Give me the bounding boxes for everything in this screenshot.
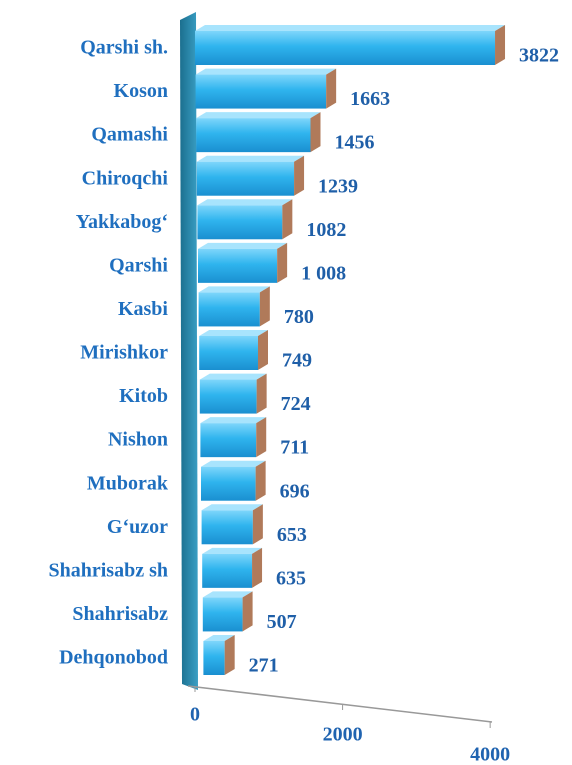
y-tick-label: Shahrisabz sh [49,559,169,581]
bar-top [197,199,293,206]
x-tick-label: 2000 [323,724,363,746]
value-label: 1 008 [301,262,346,284]
value-label: 1239 [318,175,358,197]
y-tick-label: Mirishkor [80,342,168,364]
bar-end [252,504,263,545]
bar-top [201,504,263,511]
bar-end [310,112,321,153]
y-tick-label: Qarshi [109,254,168,276]
value-label: 507 [267,611,297,633]
bar-top [196,112,321,119]
bar-top [195,25,506,31]
y-tick-label: Chiroqchi [82,167,169,189]
x-tick-label: 4000 [470,744,510,765]
bar-top [202,591,253,598]
value-label: 696 [280,480,310,502]
bar-end [326,68,337,109]
bar-top [200,417,267,424]
bar-end [294,155,305,196]
value-label: 1456 [334,132,374,154]
bar-end [495,25,506,65]
bar-top [196,155,305,162]
value-label: 749 [282,350,312,372]
bar-end [242,591,253,632]
value-label: 635 [276,567,306,589]
value-label: 724 [281,393,311,415]
value-label: 3822 [519,45,559,67]
y-tick-label: Muborak [87,472,169,494]
bar [203,641,225,675]
bar-top [199,373,267,380]
x-axis [187,685,493,723]
y-tick-label: Kitob [119,385,168,407]
bar [195,74,327,109]
bar [201,510,253,545]
bar-top [203,635,235,641]
y-tick-label: Dehqonobod [59,647,168,669]
value-label: 653 [277,524,307,546]
bar [196,118,311,153]
bar-end [282,199,293,240]
x-tick-label: 0 [190,704,200,726]
y-tick-label: Qamashi [91,124,168,146]
bar-end [259,286,270,327]
y-tick-label: G‘uzor [107,516,168,538]
bar [198,248,278,283]
bar-end [256,373,267,414]
y-tick-label: Koson [114,80,168,102]
value-label: 711 [280,437,309,459]
bar-end [257,330,268,370]
y-tick-label: Qarshi sh. [80,37,168,59]
bar-end [255,460,266,501]
y-tick-label: Yakkabog‘ [76,211,168,233]
bar [198,292,260,327]
bar [197,205,283,240]
bar-top [202,547,263,554]
value-label: 1663 [350,88,390,110]
bar [201,466,256,501]
value-label: 1082 [306,219,346,241]
bar-top [199,330,268,336]
bar-top [201,460,266,467]
value-label: 780 [284,306,314,328]
bar [202,553,253,588]
bar-end [224,635,235,675]
bar [200,423,257,458]
bar [195,31,496,65]
y-tick-label: Shahrisabz [72,603,168,625]
bar-end [256,417,267,458]
bar-end [277,242,288,283]
bar [202,597,243,632]
y-tick-label: Kasbi [118,298,168,320]
y-tick-label: Nishon [108,429,168,451]
bar-top [195,68,337,75]
bar-top [198,286,270,293]
bar [199,336,258,370]
bar [196,161,295,196]
value-label: 271 [249,655,279,677]
back-wall [180,12,198,690]
bar [199,379,257,414]
bar-top [198,242,288,249]
bar-end [252,547,263,588]
